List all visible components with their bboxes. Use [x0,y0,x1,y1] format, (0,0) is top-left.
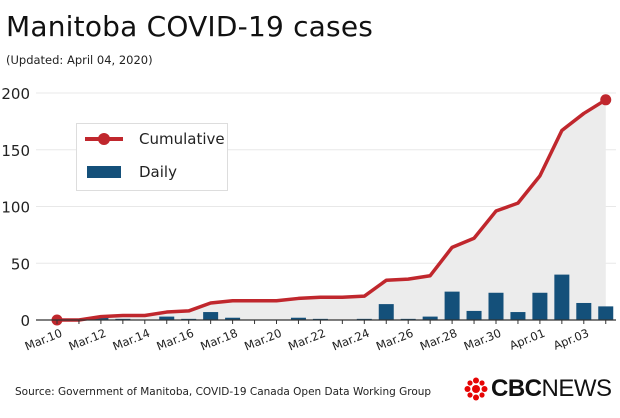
x-tick-label: Mar.24 [330,326,371,354]
x-tick-label: Mar.22 [286,326,327,354]
chart-title: Manitoba COVID-19 cases [6,10,374,43]
x-tick-label: Mar.16 [154,326,195,354]
x-tick-label: Mar.28 [418,326,459,354]
x-tick-label: Mar.12 [67,326,108,354]
daily-bar [576,302,592,320]
cumulative-end-point [600,94,612,106]
y-tick-label: 150 [1,142,30,160]
daily-bar [203,312,219,320]
logo-news-text: NEWS [541,375,613,402]
y-axis-labels: 0 50 100 150 200 [1,85,30,330]
daily-bar [225,317,241,320]
daily-bar [159,316,175,320]
daily-bar [422,316,438,320]
daily-bar [444,291,460,320]
y-tick-label: 200 [1,85,30,103]
y-tick-label: 100 [1,199,30,217]
legend-bar-swatch-icon [87,166,121,178]
legend: Cumulative Daily [76,123,228,191]
x-axis [36,319,616,324]
source-note: Source: Government of Manitoba, COVID-19… [15,386,432,398]
legend-label-daily: Daily [139,163,177,181]
daily-bar [598,306,614,320]
x-tick-label: Apr.01 [507,326,547,353]
cbc-news-logo: CBC NEWS [464,375,613,402]
legend-line-marker-icon [85,133,123,145]
cumulative-line-path [57,98,607,322]
cbc-gem-icon [464,377,488,401]
y-tick-label: 0 [20,312,30,330]
x-tick-label: Mar.20 [242,326,283,354]
cumulative-area [57,99,606,320]
daily-bar [532,292,548,320]
chart-subtitle: (Updated: April 04, 2020) [6,53,153,67]
x-tick-label: Mar.14 [111,326,152,354]
daily-bar [510,312,526,320]
daily-bar [378,304,394,320]
legend-item-daily: Daily [85,163,177,181]
daily-bar [290,317,306,320]
daily-bar [488,292,504,320]
x-tick-label: Mar.18 [198,326,239,354]
legend-item-cumulative: Cumulative [85,130,225,148]
logo-cbc-text: CBC [491,375,542,402]
daily-bar [554,274,570,320]
x-tick-label: Apr.03 [551,326,591,353]
cumulative-area-fill [57,99,606,320]
y-tick-label: 50 [11,255,30,273]
daily-bar [466,310,482,320]
x-tick-label: Mar.30 [462,326,503,354]
legend-label-cumulative: Cumulative [139,130,225,148]
x-tick-label: Mar.26 [374,326,415,354]
x-axis-labels: Mar.10 Mar.12 Mar.14 Mar.16 Mar.18 Mar.20 Mar.… [23,326,591,354]
